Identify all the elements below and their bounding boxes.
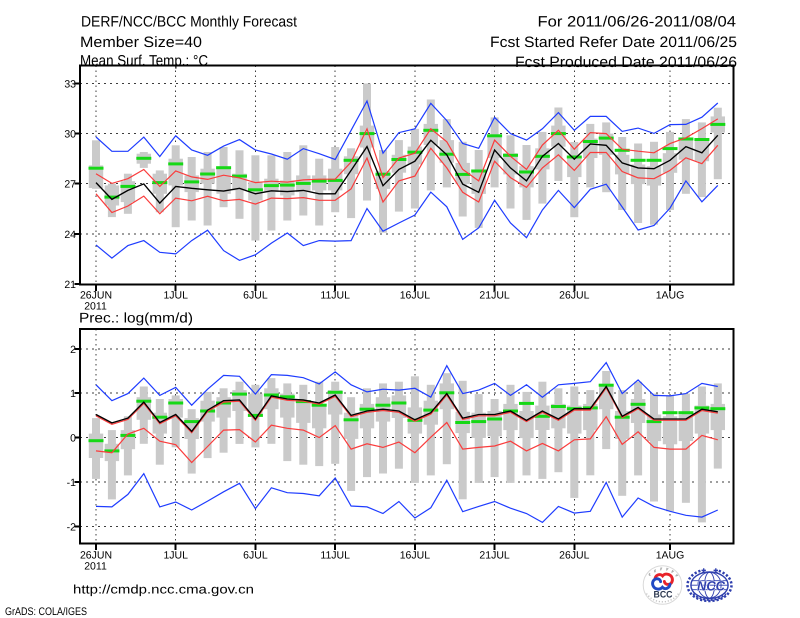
svg-text:Fcst Started Refer Date 2011/0: Fcst Started Refer Date 2011/06/25 (490, 34, 737, 51)
svg-text:6JUL: 6JUL (243, 550, 268, 562)
svg-text:11JUL: 11JUL (320, 550, 350, 562)
svg-text:-1: -1 (67, 477, 76, 489)
svg-text:DERF/NCC/BCC Monthly Forecast: DERF/NCC/BCC Monthly Forecast (81, 14, 298, 31)
svg-text:2: 2 (70, 344, 76, 356)
svg-text:6JUL: 6JUL (243, 290, 268, 302)
svg-text:27: 27 (64, 179, 76, 191)
svg-text:16JUL: 16JUL (400, 550, 431, 562)
svg-text:0: 0 (70, 433, 76, 445)
svg-text:21: 21 (64, 279, 76, 291)
svg-text:26JUN: 26JUN (80, 290, 112, 302)
svg-text:1AUG: 1AUG (656, 550, 685, 562)
svg-text:26JUL: 26JUL (559, 290, 590, 302)
svg-text:1JUL: 1JUL (163, 290, 188, 302)
svg-text:30: 30 (64, 129, 76, 141)
svg-text:Fcst Produced Date 2011/06/26: Fcst Produced Date 2011/06/26 (515, 54, 737, 71)
svg-text:33: 33 (64, 79, 76, 91)
svg-text:GrADS: COLA/IGES: GrADS: COLA/IGES (5, 606, 87, 618)
svg-text:1AUG: 1AUG (656, 290, 685, 302)
svg-text:26JUN: 26JUN (80, 550, 112, 562)
svg-text:http://cmdp.ncc.cma.gov.cn: http://cmdp.ncc.cma.gov.cn (73, 583, 254, 597)
svg-text:1JUL: 1JUL (163, 550, 188, 562)
svg-text:2011: 2011 (84, 561, 107, 573)
svg-text:26JUL: 26JUL (559, 550, 590, 562)
svg-text:Prec.: log(mm/d): Prec.: log(mm/d) (79, 310, 193, 326)
svg-text:2011: 2011 (84, 301, 107, 313)
svg-text:BCC: BCC (654, 590, 673, 601)
svg-text:24: 24 (64, 229, 76, 241)
svg-text:16JUL: 16JUL (400, 290, 431, 302)
svg-text:-2: -2 (67, 521, 76, 533)
svg-text:Member Size=40: Member Size=40 (80, 34, 202, 51)
svg-text:1: 1 (70, 388, 76, 400)
svg-text:21JUL: 21JUL (479, 550, 510, 562)
svg-text:NCC: NCC (697, 578, 725, 593)
svg-text:21JUL: 21JUL (479, 290, 510, 302)
svg-text:Mean Surf. Temp.: °C: Mean Surf. Temp.: °C (80, 53, 208, 70)
svg-text:For 2011/06/26-2011/08/04: For 2011/06/26-2011/08/04 (538, 14, 737, 31)
svg-text:11JUL: 11JUL (320, 290, 350, 302)
